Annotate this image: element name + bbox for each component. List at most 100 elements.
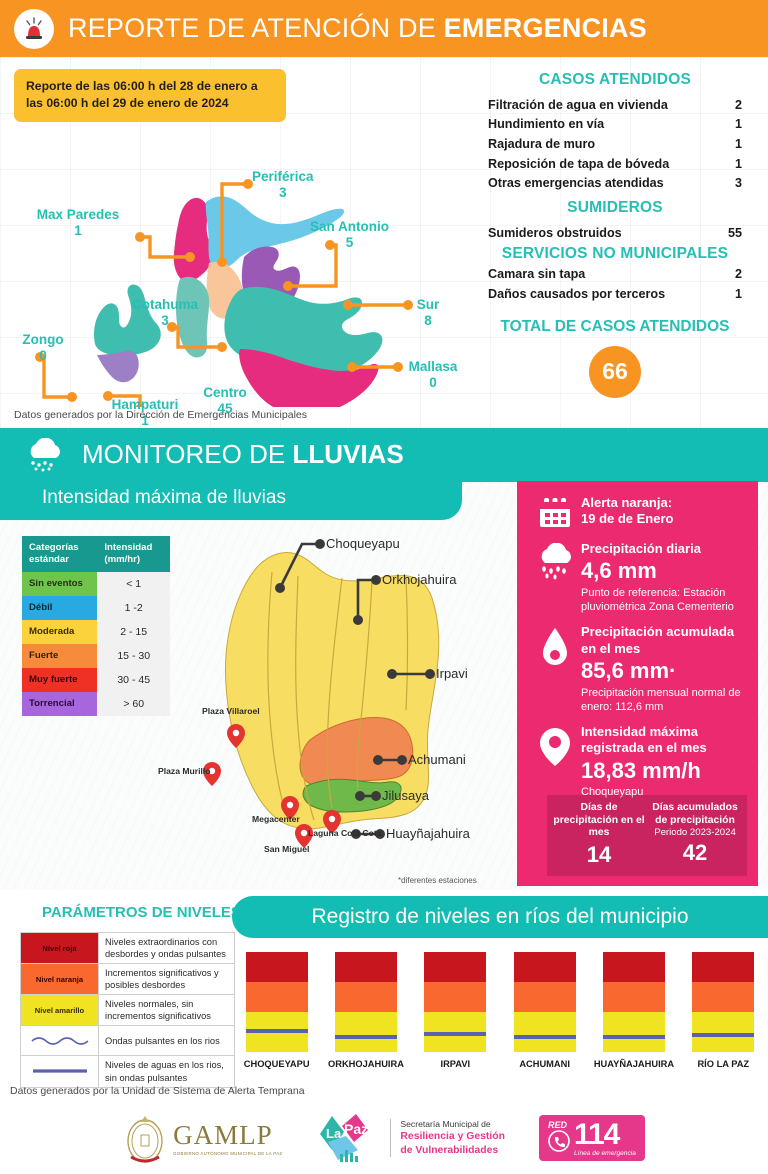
bar-item: RÍO LA PAZ (679, 952, 768, 1070)
table-row: Nivel amarillo Niveles normales, sin inc… (20, 994, 235, 1027)
case-label: Rajadura de muro (488, 136, 596, 151)
bar-orkhojahuira (334, 952, 397, 1052)
level-desc: Niveles normales, sin incrementos signif… (98, 994, 235, 1027)
sumideros-title: SUMIDEROS (567, 198, 663, 216)
category-range: > 60 (97, 691, 170, 716)
secretaria-line1: Secretaría Municipal de (400, 1118, 491, 1129)
month-value: 85,6 mm· (581, 658, 677, 684)
swatch-nivel-amarillo: Nivel amarillo (20, 994, 99, 1027)
table-row: Otras emergencias atendidas 3 (470, 173, 760, 193)
category-range: 2 - 15 (97, 619, 170, 644)
rain-footnote: *diferentes estaciones (398, 876, 477, 885)
district-name: Cotahuma (131, 297, 198, 312)
table-row: Torrencial > 60 (22, 691, 170, 716)
water-drop-icon (529, 624, 581, 668)
river-label-choqueyapu: Choqueyapu (326, 536, 400, 551)
alert-panel: Alerta naranja: 19 de de Enero (517, 481, 758, 886)
swatch-nivel-naranja: Nivel naranja (20, 963, 99, 996)
alert-date: 19 de de Enero (581, 511, 674, 527)
table-row: Reposición de tapa de bóveda 1 (470, 154, 760, 174)
place-pins (203, 724, 341, 848)
servicios-no-municipales-title: SERVICIOS NO MUNICIPALES (501, 244, 729, 262)
case-value: 2 (734, 97, 742, 112)
table-row: Nivel naranja Incrementos significativos… (20, 963, 235, 996)
district-name: Zongo (22, 332, 64, 347)
calendar-icon (529, 495, 581, 529)
case-label: Camara sin tapa (488, 267, 586, 282)
category-label: Moderada (22, 619, 98, 644)
la-paz-logo: La Paz Secretaría Municipal de Resilienc… (316, 1112, 505, 1164)
river-lines (267, 571, 409, 821)
bar-label: CHOQUEYAPU (243, 1059, 310, 1069)
category-label: Torrencial (22, 691, 98, 716)
month-label: Precipitación acumulada en el mes (581, 624, 735, 656)
district-count: 1 (141, 413, 149, 429)
levels-source-note: Datos generados por la Unidad de Sistema… (10, 1085, 305, 1097)
swatch-wave (20, 1025, 99, 1057)
month-note: Precipitación mensual normal de enero: 1… (581, 686, 741, 713)
intensity-value: 18,83 mm/h (581, 757, 701, 783)
levels-legend-table: Nivel roja Niveles extraordinarios con d… (20, 931, 235, 1088)
map-label-hampaturi: Hampaturi 1 (98, 397, 192, 430)
rain-section: MONITOREO DE LLUVIAS Intensidad máxima d… (0, 428, 768, 890)
intensity-label: Intensidad máxima registrada en el mes (581, 724, 707, 756)
districts-map: Periférica 3 Max Paredes 1 San Antonio 5… (0, 57, 480, 428)
map-leader-dots (35, 179, 413, 414)
la-paz-brand-b: Paz (344, 1121, 368, 1137)
case-label: Otras emergencias atendidas (488, 176, 664, 191)
district-name: Hampaturi (111, 397, 179, 412)
red114-number: 114 (573, 1118, 620, 1151)
district-name: San Antonio (310, 219, 389, 234)
rain-subtitle: Intensidad máxima de lluvias (0, 482, 462, 520)
table-row: Rajadura de muro 1 (470, 134, 760, 154)
alert-row-intensity: Intensidad máxima registrada en el mes 1… (529, 724, 746, 799)
segment-rojo (334, 952, 397, 982)
swatch-nivel-rojo: Nivel roja (20, 931, 99, 965)
segment-amarillo (692, 1012, 755, 1052)
segment-amarillo (513, 1012, 576, 1052)
gamlp-subtext: GOBIERNO AUTÓNOMO MUNICIPAL DE LA PAZ (173, 1151, 283, 1156)
gamlp-logo: GAMLP GOBIERNO AUTÓNOMO MUNICIPAL DE LA … (123, 1111, 282, 1165)
water-level-line (334, 1035, 397, 1039)
case-label: Sumideros obstruidos (488, 225, 622, 240)
district-name: Sur (416, 297, 440, 312)
la-paz-mark-icon: La Paz (316, 1112, 382, 1164)
bar-label: ACHUMANI (519, 1059, 570, 1069)
district-count: 1 (74, 223, 82, 239)
bar-achumani (513, 952, 576, 1052)
map-label-centro: Centro 45 (190, 385, 260, 418)
district-max-paredes (173, 197, 213, 282)
accum-value: 42 (682, 840, 708, 866)
bar-label: RÍO LA PAZ (697, 1059, 750, 1069)
alert-month-text: Precipitación acumulada en el mes 85,6 m… (581, 624, 746, 714)
place-label-plaza-murillo: Plaza Murillo (158, 766, 211, 776)
segment-naranja (424, 982, 487, 1012)
district-count: 0 (39, 348, 47, 364)
footer-logos: GAMLP GOBIERNO AUTÓNOMO MUNICIPAL DE LA … (0, 1105, 768, 1171)
case-label: Daños causados por terceros (488, 286, 666, 301)
la-paz-brand-a: La (326, 1126, 342, 1141)
case-value: 1 (734, 117, 742, 132)
parametros-title-dark: PARÁMETROS DE (42, 904, 177, 921)
red114-red: RED (547, 1119, 567, 1130)
bar-irpavi (424, 952, 487, 1052)
district-mallasa (239, 349, 379, 416)
level-desc: Incrementos significativos y posibles de… (98, 963, 235, 996)
map-pin-icon (529, 724, 581, 768)
district-cotahuma (176, 276, 210, 358)
accum-label: Días acumulados de precipitación (652, 801, 738, 826)
intensity-categories-table: Categorías estándar Intensidad (mm/hr) S… (22, 536, 170, 716)
la-paz-secretaria-text: Secretaría Municipal de Resiliencia y Ge… (390, 1118, 505, 1158)
water-level-line (245, 1029, 308, 1033)
table-row: Sin eventos < 1 (22, 571, 170, 596)
level-desc: Niveles de aguas en los rios, sin ondas … (98, 1055, 235, 1088)
category-label: Débil (22, 595, 98, 620)
case-value: 1 (734, 286, 742, 301)
rain-header-band (0, 428, 768, 482)
bar-item: CHOQUEYAPU (232, 952, 321, 1070)
col-header-intensidad: Intensidad (mm/hr) (97, 536, 170, 572)
district-count: 0 (429, 375, 437, 391)
rain-title: MONITOREO DE LLUVIAS (82, 439, 404, 470)
water-level-line (513, 1035, 576, 1039)
